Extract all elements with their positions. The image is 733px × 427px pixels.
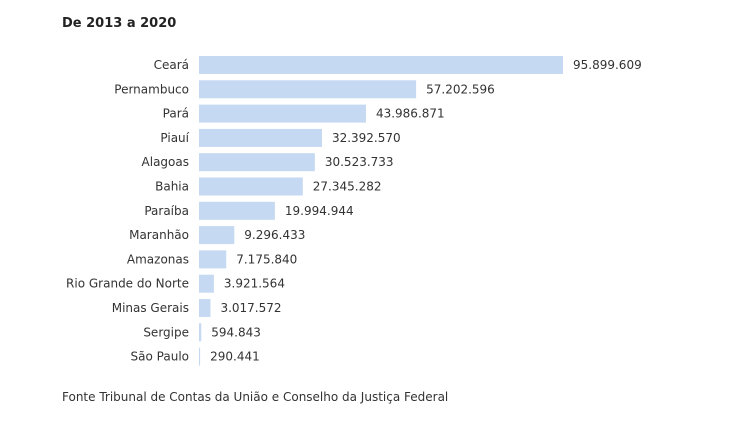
category-label: Amazonas bbox=[127, 252, 189, 266]
category-label: Rio Grande do Norte bbox=[66, 277, 189, 291]
category-label: Paraíba bbox=[144, 204, 189, 218]
value-label: 19.994.944 bbox=[285, 204, 354, 218]
category-label: Piauí bbox=[160, 131, 189, 145]
value-label: 3.921.564 bbox=[224, 277, 285, 291]
category-label: Pará bbox=[163, 107, 189, 121]
category-label: Maranhão bbox=[129, 228, 189, 242]
value-label: 27.345.282 bbox=[313, 180, 382, 194]
value-label: 57.202.596 bbox=[426, 82, 495, 96]
bar bbox=[199, 56, 563, 74]
bar bbox=[199, 299, 211, 317]
bar bbox=[199, 104, 366, 123]
bar bbox=[199, 226, 235, 245]
value-label: 290.441 bbox=[210, 350, 260, 364]
value-label: 7.175.840 bbox=[236, 252, 297, 266]
category-label: Alagoas bbox=[142, 155, 189, 169]
value-label: 30.523.733 bbox=[325, 155, 394, 169]
bar bbox=[199, 80, 417, 99]
bar bbox=[199, 250, 227, 269]
category-label: Minas Gerais bbox=[112, 301, 189, 315]
value-label: 3.017.572 bbox=[220, 301, 281, 315]
category-label: Sergipe bbox=[143, 325, 189, 339]
bar bbox=[199, 201, 275, 220]
bar bbox=[199, 177, 303, 196]
bar bbox=[199, 323, 202, 342]
value-label: 594.843 bbox=[211, 325, 261, 339]
value-label: 32.392.570 bbox=[332, 131, 401, 145]
value-label: 95.899.609 bbox=[573, 58, 642, 72]
bar bbox=[199, 274, 214, 293]
value-label: 9.296.433 bbox=[244, 228, 305, 242]
category-label: Ceará bbox=[154, 58, 189, 72]
category-label: São Paulo bbox=[131, 350, 189, 364]
bar bbox=[199, 347, 201, 366]
bar bbox=[199, 128, 322, 147]
category-label: Bahia bbox=[155, 180, 189, 194]
chart-title: De 2013 a 2020 bbox=[62, 16, 177, 31]
source-note: Fonte Tribunal de Contas da União e Cons… bbox=[62, 390, 449, 404]
value-label: 43.986.871 bbox=[376, 107, 445, 121]
category-label: Pernambuco bbox=[114, 82, 189, 96]
bar bbox=[199, 153, 315, 172]
